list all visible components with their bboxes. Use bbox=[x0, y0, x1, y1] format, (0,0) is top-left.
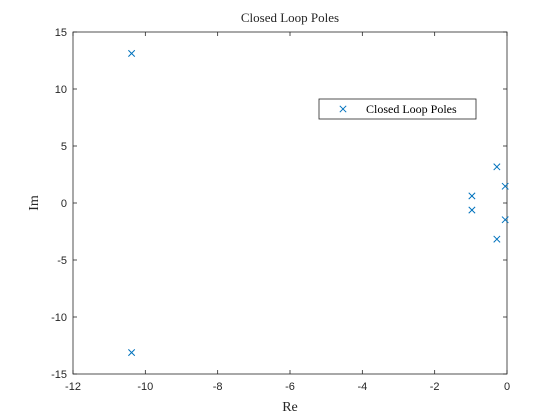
y-tick-label: -5 bbox=[57, 255, 67, 267]
pole-marker bbox=[501, 182, 509, 190]
x-tick-label: -4 bbox=[357, 381, 367, 393]
y-tick-label: -15 bbox=[51, 369, 67, 381]
legend-label: Closed Loop Poles bbox=[366, 102, 457, 116]
y-tick-label: 10 bbox=[55, 84, 67, 96]
pole-marker bbox=[128, 49, 136, 57]
y-axis-label: Im bbox=[27, 195, 42, 211]
y-tick-label: 0 bbox=[61, 198, 67, 210]
pole-marker bbox=[493, 163, 501, 171]
pole-marker bbox=[501, 216, 509, 224]
y-axis-ticks: -15 -10 -5 0 5 10 15 bbox=[51, 27, 507, 381]
legend: Closed Loop Poles bbox=[318, 98, 477, 120]
pole-marker bbox=[493, 235, 501, 243]
legend-box bbox=[318, 98, 477, 120]
x-tick-label: -6 bbox=[285, 381, 295, 393]
pole-marker bbox=[468, 192, 476, 200]
x-tick-label: -8 bbox=[213, 381, 223, 393]
data-points bbox=[128, 49, 509, 357]
x-tick-label: -2 bbox=[430, 381, 440, 393]
x-tick-label: 0 bbox=[504, 381, 510, 393]
x-tick-label: -10 bbox=[137, 381, 153, 393]
y-tick-label: 15 bbox=[55, 27, 67, 39]
plot-area: -12 -10 -8 -6 -4 -2 0 -15 -10 -5 0 5 10 15 bbox=[51, 27, 510, 393]
x-axis-label: Re bbox=[282, 400, 298, 415]
y-tick-label: 5 bbox=[61, 141, 67, 153]
axes-box bbox=[72, 31, 508, 375]
pole-marker bbox=[128, 349, 136, 357]
legend-marker bbox=[339, 105, 347, 113]
x-axis-ticks: -12 -10 -8 -6 -4 -2 0 bbox=[65, 32, 510, 393]
chart-title: Closed Loop Poles bbox=[241, 10, 339, 25]
legend-x-marker bbox=[339, 105, 347, 113]
y-tick-label: -10 bbox=[51, 312, 67, 324]
pole-marker bbox=[468, 206, 476, 214]
x-tick-label: -12 bbox=[65, 381, 81, 393]
